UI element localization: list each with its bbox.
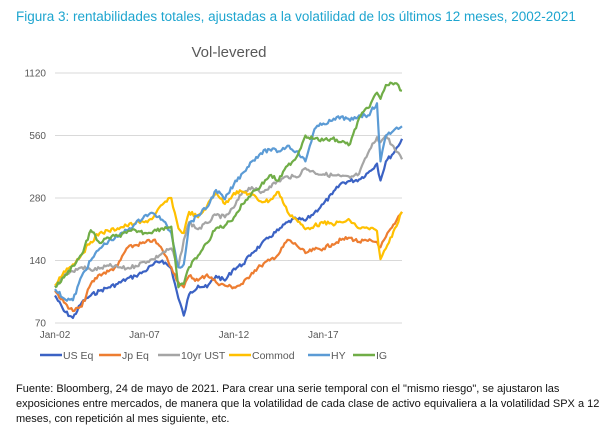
legend-label: Commod: [252, 350, 295, 362]
x-tick-label: Jan-17: [308, 330, 339, 341]
legend-label: US Eq: [63, 350, 94, 362]
chart: Vol-levered 70 140 280 560 1120 Jan-02 Jan-07…: [24, 44, 404, 362]
series-line-us-eq: [54, 138, 404, 320]
y-axis-ticks: 70 140 280 560 1120: [24, 69, 46, 330]
caption: Fuente: Bloomberg, 24 de mayo de 2021. P…: [16, 383, 600, 425]
legend-label: 10yr UST: [181, 350, 226, 362]
legend-label: Jp Eq: [122, 350, 149, 362]
x-tick-label: Jan-07: [129, 330, 160, 341]
series-line-jp-eq: [54, 211, 403, 313]
y-tick-label: 140: [29, 256, 46, 267]
series-line-commod: [54, 189, 403, 287]
series-line-ig: [54, 81, 403, 289]
series-lines: [54, 81, 404, 320]
series-line-10yr-ust: [54, 134, 404, 288]
legend-label: IG: [376, 350, 387, 362]
x-tick-label: Jan-12: [219, 330, 250, 341]
chart-title: Vol-levered: [191, 44, 266, 61]
y-tick-label: 280: [29, 194, 46, 205]
series-line-hy: [54, 102, 403, 302]
x-axis-ticks: Jan-02 Jan-07 Jan-12 Jan-17: [40, 330, 339, 341]
y-tick-label: 1120: [24, 69, 46, 80]
figure-title: Figura 3: rentabilidades totales, ajusta…: [16, 9, 576, 24]
y-tick-label: 560: [29, 131, 46, 142]
x-tick-label: Jan-02: [40, 330, 71, 341]
y-tick-label: 70: [35, 319, 47, 330]
legend: US Eq Jp Eq 10yr UST Commod HY IG: [40, 350, 387, 362]
gridlines: [55, 72, 402, 324]
legend-label: HY: [331, 350, 346, 362]
